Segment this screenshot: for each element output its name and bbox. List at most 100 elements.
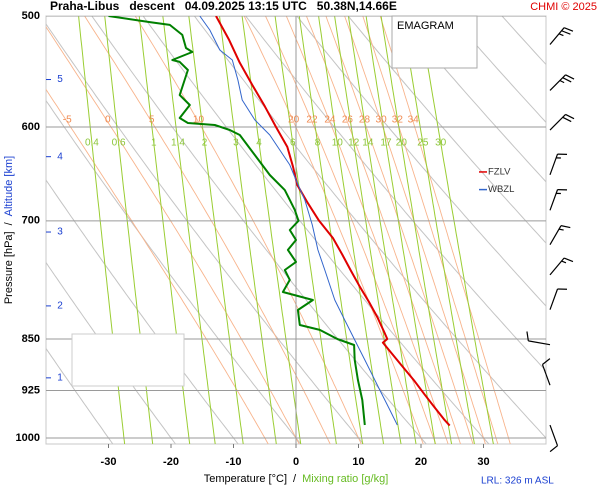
wind-barb — [549, 27, 574, 45]
wind-barb — [549, 74, 575, 91]
barb-staff — [549, 424, 559, 446]
moist-adiabat — [362, 16, 499, 444]
x-tick-label: 20 — [415, 456, 427, 468]
mixing-ratio-line — [274, 16, 337, 444]
barb-staff — [549, 114, 566, 131]
wind-barb — [549, 288, 568, 310]
mixing-ratio-label: 12 — [348, 138, 360, 149]
x-tick-label: -10 — [226, 456, 242, 468]
legend-box — [391, 15, 478, 69]
altitude-label: 1 — [57, 372, 63, 383]
separator: / — [293, 473, 297, 485]
ylabel: Pressure [hPa] — [3, 231, 15, 304]
moist-adiabat-label: 28 — [359, 115, 371, 126]
barb-staff — [541, 364, 551, 386]
barb-staff — [549, 189, 559, 211]
wind-barb — [549, 424, 559, 453]
moist-adiabat-label: 5 — [149, 115, 155, 126]
wind-barb — [549, 113, 575, 131]
footer: LRL: 326 m ASL — [481, 476, 554, 487]
moist-adiabat-label: 22 — [306, 115, 318, 126]
barb-staff — [528, 340, 551, 346]
mixing-ratio-line — [241, 16, 302, 444]
mixing-ratio-label: 20 — [396, 138, 408, 149]
mixing-ratio-line — [380, 16, 453, 444]
wind-barb — [549, 257, 574, 276]
moist-adiabat-label: -5 — [63, 115, 72, 126]
mixing-ratio-line — [418, 16, 494, 444]
profile-line — [108, 16, 366, 426]
y-tick-label: 500 — [22, 10, 40, 22]
altitude-label: 5 — [57, 74, 63, 85]
mixing-ratio-line — [78, 16, 126, 444]
mixing-ratio-line — [298, 16, 364, 444]
barb-feather — [542, 358, 551, 365]
barb-feather — [565, 113, 575, 120]
barb-feather — [565, 74, 575, 80]
barb-staff — [549, 257, 565, 276]
mixing-ratio-label: 2 — [202, 138, 208, 149]
moist-adiabat — [243, 16, 424, 444]
wind-barb — [526, 331, 551, 346]
chart-title: Praha-Libus descent 04.09.2025 13:15 UTC… — [50, 0, 397, 13]
mixing-ratio-label: 0.4 — [85, 138, 99, 149]
mixing-ratio-label: 25 — [417, 138, 429, 149]
altitude-label: 2 — [57, 301, 63, 312]
barb-feather — [562, 116, 572, 123]
moist-adiabat-label: 32 — [392, 115, 404, 126]
mixing-ratio-line — [218, 16, 277, 444]
altitude-label: 4 — [57, 151, 63, 162]
mixing-ratio-line — [104, 16, 154, 444]
y-tick-label: 1000 — [16, 432, 40, 444]
dry-adiabat — [46, 261, 177, 444]
dry-adiabat — [296, 16, 546, 307]
mixing-ratio-label: 17 — [380, 138, 392, 149]
mixing-ratio-label: 1.4 — [171, 138, 185, 149]
mixing-ratio-label: 14 — [362, 138, 374, 149]
x-tick-label: -20 — [163, 456, 179, 468]
level-label: FZLV — [488, 166, 511, 177]
dry-adiabat — [398, 16, 546, 183]
x-tick-label: 30 — [477, 456, 489, 468]
mixing-ratio-line — [318, 16, 385, 444]
moist-adiabat-label: 26 — [342, 115, 354, 126]
mixing-ratio-label: 8 — [315, 138, 321, 149]
moist-adiabat — [285, 16, 449, 444]
barb-staff — [549, 225, 562, 245]
xlabel: Temperature [°C] — [204, 473, 287, 485]
altitude-label: 3 — [57, 227, 63, 238]
barb-feather — [559, 79, 565, 84]
moist-adiabat — [46, 25, 300, 444]
y-axis-label: Pressure [hPa] / Altitude [km] — [3, 156, 15, 304]
dry-adiabat — [450, 16, 546, 124]
moist-adiabat — [84, 16, 331, 444]
dry-adiabat — [46, 179, 239, 444]
barb-feather — [558, 228, 564, 231]
barb-staff — [549, 288, 559, 310]
barb-feather — [560, 225, 571, 229]
moist-adiabat — [325, 16, 474, 444]
y-tick-label: 700 — [22, 215, 40, 227]
barb-feather — [526, 331, 529, 341]
x-tick-label: 10 — [352, 456, 364, 468]
wind-barb — [549, 153, 568, 175]
moist-adiabat-label: 24 — [324, 115, 336, 126]
mixing-ratio-line — [162, 16, 216, 444]
mixing-ratio-line — [138, 16, 191, 444]
moist-adiabat — [265, 16, 437, 444]
barb-staff — [549, 153, 559, 175]
y2label: Altitude [km] — [3, 156, 15, 217]
dry-adiabat — [347, 16, 546, 244]
wind-barb — [549, 189, 568, 211]
mixing-ratio-label: 30 — [435, 138, 447, 149]
y-tick-label: 925 — [22, 384, 40, 396]
dry-adiabat — [46, 347, 114, 444]
y-tick-label: 600 — [22, 121, 40, 133]
xlabel2: Mixing ratio [g/kg] — [302, 473, 388, 485]
mixing-ratio-label: 6 — [290, 138, 296, 149]
separator: / — [3, 221, 15, 225]
mixing-ratio-label: 10 — [332, 138, 344, 149]
barb-staff — [549, 27, 565, 45]
profile-line — [215, 16, 451, 427]
